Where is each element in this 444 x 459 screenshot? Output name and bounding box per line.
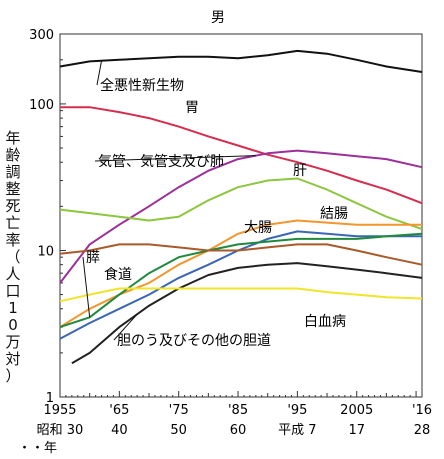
series-label-1: 胃: [185, 100, 199, 116]
x-tick-label-era: 40: [111, 423, 128, 438]
series-leader-0: [96, 60, 103, 86]
series-leader-2: [94, 155, 256, 162]
x-tick-label: 2005: [340, 403, 373, 418]
x-tick-label-era: 17: [348, 423, 365, 438]
y-axis-label-char: 口: [5, 282, 21, 300]
series-line-1: [60, 106, 423, 205]
series-label-5: 大腸: [244, 220, 272, 236]
y-axis-label: 年齢調整死亡率（人口 1 0 万対）: [2, 130, 24, 385]
y-axis-label-char: 年: [5, 129, 21, 147]
series-label-0: 全悪性新生物: [100, 77, 184, 94]
y-axis-label-char: 調: [5, 163, 21, 181]
x-tick-label: '95: [287, 403, 307, 418]
x-tick-label-era: 平成 7: [278, 423, 316, 438]
x-tick-label-era: 28: [414, 423, 431, 438]
series-label-2: 気管、気管支及び肺: [98, 154, 224, 170]
plot-border: [59, 33, 423, 398]
y-tick-label: 1: [46, 391, 54, 406]
series-line-0: [59, 49, 423, 73]
y-axis-label-char: 対: [5, 350, 21, 368]
y-tick-label: 300: [29, 28, 54, 43]
series-label-3: 肝: [293, 163, 307, 179]
x-tick-label: '16: [412, 403, 432, 418]
y-axis-label-char: 万: [5, 333, 21, 351]
series-line-2: [59, 149, 423, 284]
series-label-4: 結腸: [320, 206, 348, 222]
series-leader-8: [113, 313, 138, 341]
x-tick-label-era: 50: [170, 423, 187, 438]
x-tick-label-era: 60: [230, 423, 247, 438]
plot-frame: [59, 33, 423, 398]
x-axis-sub-label: ・・年: [18, 441, 57, 456]
series-label-7: 食道: [104, 266, 132, 283]
chart-title: 男: [211, 10, 225, 26]
y-axis-label-char: 亡: [5, 214, 21, 232]
y-axis-label-char: 人: [5, 265, 21, 283]
x-tick-label: '65: [109, 403, 129, 418]
series-lines: [59, 49, 423, 365]
series-line-3: [59, 177, 423, 230]
x-tick-label-era: 昭和 30: [37, 423, 84, 438]
y-axis-label-char: （: [5, 248, 21, 266]
y-axis-label-char: 0: [8, 316, 18, 334]
x-tick-label: 1955: [43, 403, 76, 418]
y-axis-label-char: ）: [5, 367, 21, 385]
y-axis-label-char: 死: [5, 197, 21, 215]
y-axis-label-char: 齢: [5, 146, 21, 164]
y-tick-label: 10: [37, 244, 54, 259]
series-line-6: [59, 232, 423, 329]
series-label-6: 膵: [86, 250, 100, 266]
series-label-9: 白血病: [304, 314, 346, 330]
series-line-8: [71, 262, 423, 365]
series-label-8: 胆のう及びその他の胆道: [117, 333, 271, 349]
series-leader-6: [82, 256, 91, 318]
series-line-9: [59, 287, 423, 303]
x-tick-label: '85: [228, 403, 248, 418]
x-tick-label: '75: [169, 403, 189, 418]
series-line-5: [59, 230, 422, 340]
y-tick-label: 100: [29, 98, 54, 113]
y-axis-label-char: 率: [5, 231, 21, 249]
y-axis-label-char: 整: [5, 180, 21, 198]
y-axis-label-char: 1: [8, 299, 18, 317]
series-line-7: [59, 243, 423, 266]
